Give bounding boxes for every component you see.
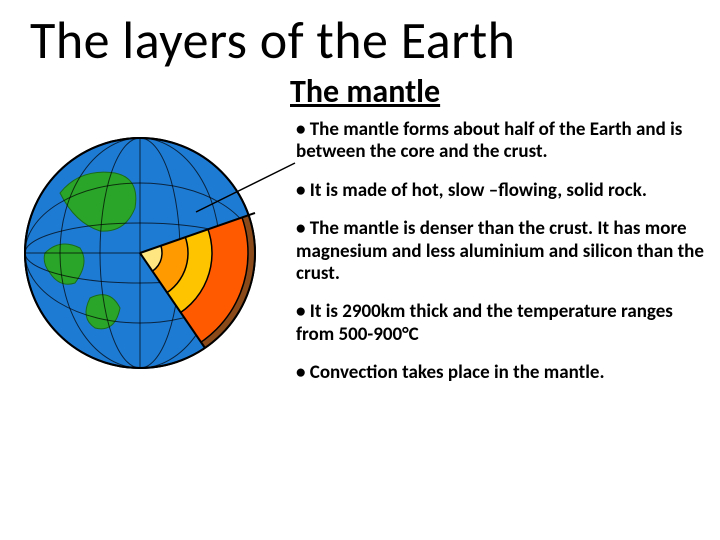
bullet-item: • It is 2900km thick and the temperature… <box>296 301 710 346</box>
section-subtitle: The mantle <box>0 72 720 119</box>
content-row: • The mantle forms about half of the Ear… <box>0 119 720 401</box>
earth-layers-diagram <box>20 123 280 383</box>
bullet-item: • The mantle is denser than the crust. I… <box>296 218 710 285</box>
bullet-item: • Convection takes place in the mantle. <box>296 362 710 384</box>
bullet-item: • It is made of hot, slow –flowing, soli… <box>296 180 710 202</box>
diagram-column <box>20 119 290 401</box>
page-title: The layers of the Earth <box>0 0 720 72</box>
bullet-column: • The mantle forms about half of the Ear… <box>290 119 710 401</box>
bullet-item: • The mantle forms about half of the Ear… <box>296 119 710 164</box>
